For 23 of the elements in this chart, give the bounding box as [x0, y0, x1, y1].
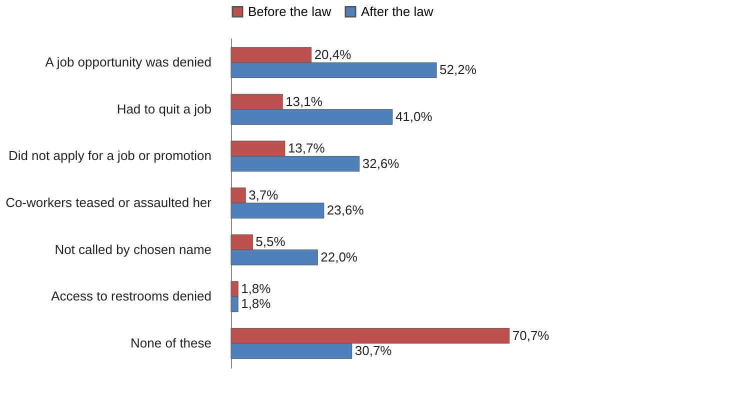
data-label: 13,7% [288, 140, 326, 156]
data-label: 22,0% [320, 249, 358, 264]
y-tick-label: Did not apply for a job or promotion [8, 148, 212, 164]
data-label: 23,6% [326, 202, 364, 218]
data-label: 70,7% [512, 328, 550, 343]
y-tick-label: None of these [130, 335, 212, 350]
data-label: 20,4% [314, 46, 352, 62]
data-label: 1,8% [241, 296, 272, 312]
data-label: 32,6% [362, 156, 400, 171]
legend-label: Before the law [248, 4, 332, 19]
data-label: 30,7% [354, 343, 392, 358]
y-tick-label: Access to restrooms denied [51, 288, 212, 304]
y-tick-label: Had to quit a job [116, 101, 212, 116]
y-tick-label: Not called by chosen name [54, 242, 212, 257]
data-label: 1,8% [241, 281, 272, 296]
data-label: 5,5% [256, 234, 286, 250]
data-label: 13,1% [286, 94, 323, 109]
data-label: 3,7% [248, 187, 279, 202]
legend-label: After the law [361, 4, 434, 19]
data-label: 52,2% [440, 62, 477, 78]
y-tick-label: A job opportunity was denied [45, 54, 212, 70]
y-tick-label: Co-workers teased or assaulted her [6, 195, 212, 210]
data-label: 41,0% [395, 108, 433, 124]
